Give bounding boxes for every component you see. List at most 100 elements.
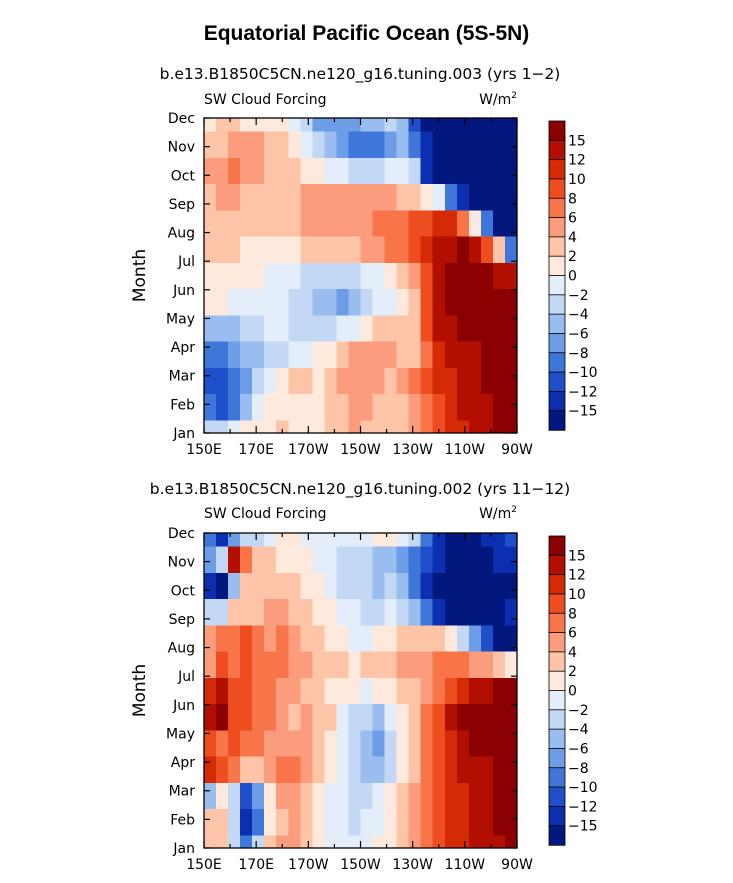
heatmap-cell	[456, 236, 470, 263]
heatmap-cell	[288, 677, 301, 705]
heatmap-cell	[204, 341, 217, 368]
heatmap-cell	[264, 419, 277, 434]
heatmap-cell	[216, 183, 229, 211]
heatmap-cell	[312, 598, 325, 626]
heatmap-cell	[336, 367, 350, 395]
heatmap-cell	[432, 118, 446, 132]
heatmap-cell	[324, 598, 338, 626]
heatmap-cell	[264, 183, 277, 211]
heatmap-cell	[420, 131, 434, 158]
heatmap-cell	[252, 834, 265, 849]
heatmap-cell	[240, 677, 253, 705]
heatmap-cell	[216, 419, 229, 434]
x-tick-label: 90W	[501, 442, 533, 458]
heatmap-cell	[492, 209, 506, 237]
heatmap-cell	[480, 782, 494, 810]
heatmap-cell	[432, 624, 446, 652]
heatmap-cell	[396, 834, 410, 849]
colorbar-label: −12	[568, 799, 598, 815]
heatmap-cell	[456, 756, 470, 783]
heatmap-cell	[456, 341, 470, 368]
heatmap-cell	[480, 367, 494, 395]
heatmap-cell	[372, 598, 386, 626]
heatmap-cell	[276, 393, 289, 421]
heatmap-cell	[252, 367, 265, 395]
heatmap-cell	[336, 209, 350, 237]
heatmap-cell	[276, 288, 289, 316]
heatmap-cell	[348, 236, 362, 263]
heatmap-cell	[432, 572, 446, 600]
heatmap-cell	[288, 808, 301, 836]
heatmap-cell	[252, 598, 265, 626]
heatmap-cell	[480, 209, 494, 237]
heatmap-cell	[204, 262, 217, 290]
heatmap-cell	[360, 677, 374, 705]
heatmap-cell	[348, 183, 362, 211]
heatmap-cell	[456, 157, 470, 185]
heatmap-cell	[480, 533, 494, 547]
panel-subtitle: b.e13.B1850C5CN.ne120_g16.tuning.003 (yr…	[160, 65, 561, 84]
heatmap-cell	[252, 131, 265, 158]
heatmap-cell	[228, 118, 241, 132]
heatmap-cell	[432, 729, 446, 757]
heatmap-cell	[336, 131, 350, 158]
heatmap-cell	[252, 572, 265, 600]
heatmap-cell	[456, 419, 470, 434]
heatmap-cell	[456, 834, 470, 849]
heatmap-cell	[480, 808, 494, 836]
colorbar-label: −8	[568, 346, 589, 362]
heatmap-cell	[396, 572, 410, 600]
y-tick-label: May	[166, 311, 195, 327]
heatmap-cell	[504, 729, 518, 757]
heatmap-cell	[288, 183, 301, 211]
heatmap-cell	[432, 546, 446, 573]
heatmap-cell	[372, 624, 386, 652]
heatmap-cell	[252, 314, 265, 342]
heatmap-cell	[504, 209, 518, 237]
heatmap-cell	[264, 808, 277, 836]
heatmap-cell	[216, 236, 229, 263]
heatmap-cell	[504, 367, 518, 395]
heatmap-cell	[324, 834, 338, 849]
figure-title: Equatorial Pacific Ocean (5S-5N)	[203, 22, 530, 45]
heatmap-cell	[228, 314, 241, 342]
heatmap-cell	[372, 808, 386, 836]
heatmap-cell	[444, 183, 458, 211]
heatmap-cell	[276, 341, 289, 368]
colorbar-swatch	[548, 805, 566, 827]
heatmap-cell	[288, 419, 301, 434]
heatmap-cell	[216, 157, 229, 185]
heatmap-cell	[312, 131, 325, 158]
colorbar-swatch	[548, 612, 566, 634]
heatmap-cell	[348, 808, 362, 836]
heatmap-cell	[372, 546, 386, 573]
heatmap-cell	[216, 209, 229, 237]
heatmap-cell	[504, 756, 518, 783]
heatmap-cell	[480, 546, 494, 573]
heatmap-cell	[312, 262, 325, 290]
y-tick-label: Apr	[171, 340, 195, 356]
heatmap-cell	[204, 598, 217, 626]
colorbar-swatch	[548, 690, 566, 711]
heatmap-cell	[228, 367, 241, 395]
heatmap-cell	[216, 756, 229, 783]
heatmap-cell	[276, 703, 289, 731]
heatmap-cell	[384, 677, 398, 705]
heatmap-cell	[300, 262, 313, 290]
heatmap-cell	[408, 808, 422, 836]
heatmap-cell	[216, 782, 229, 810]
heatmap-cell	[492, 533, 506, 547]
heatmap-cell	[216, 118, 229, 132]
heatmap-cell	[324, 209, 338, 237]
heatmap-cells	[204, 533, 518, 849]
heatmap-cell	[288, 598, 301, 626]
heatmap-cell	[276, 782, 289, 810]
heatmap-cell	[228, 157, 241, 185]
heatmap-cell	[372, 367, 386, 395]
heatmap-cell	[300, 834, 313, 849]
heatmap-cell	[288, 118, 301, 132]
colorbar-label: 6	[568, 626, 577, 642]
heatmap-cell	[492, 834, 506, 849]
heatmap-cell	[360, 393, 374, 421]
